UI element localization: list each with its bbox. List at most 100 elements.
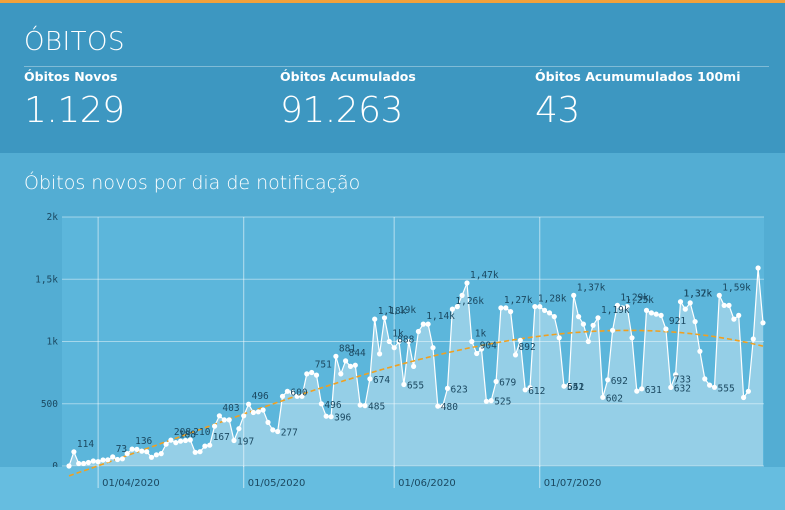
data-label: 1,37k	[684, 289, 713, 300]
data-point	[173, 440, 179, 446]
data-point	[721, 302, 727, 308]
data-point	[585, 338, 591, 345]
data-point	[512, 352, 519, 358]
data-label: 1k	[392, 329, 404, 340]
data-point	[750, 336, 756, 342]
data-point	[367, 376, 373, 382]
data-point	[372, 316, 378, 322]
data-point	[454, 304, 460, 310]
data-point	[377, 351, 383, 357]
data-point	[643, 307, 650, 313]
data-point	[396, 338, 402, 345]
data-label: 208	[174, 427, 191, 438]
data-point	[595, 315, 601, 321]
data-label: 921	[669, 316, 686, 327]
data-label: 641	[567, 382, 584, 393]
data-point	[352, 362, 358, 368]
data-label: 1,27k	[504, 295, 533, 306]
data-point	[537, 304, 543, 310]
data-point	[711, 384, 718, 390]
data-point	[255, 409, 261, 415]
data-point	[168, 437, 174, 443]
data-label: 623	[451, 384, 468, 395]
data-point	[76, 460, 82, 467]
data-point	[420, 321, 426, 327]
data-point	[610, 327, 616, 333]
data-label: 277	[281, 428, 298, 439]
plot-area	[62, 217, 764, 466]
data-label: 210	[193, 427, 210, 438]
data-point	[474, 350, 480, 357]
data-point	[634, 388, 640, 394]
kpi-label: Óbitos Acumulados	[280, 69, 416, 84]
data-label: 881	[339, 343, 356, 354]
data-point	[216, 413, 222, 419]
kpi-label: Óbitos Acumumulados 100mi	[535, 69, 741, 84]
data-point	[347, 363, 354, 369]
data-label: 1,14k	[426, 311, 455, 322]
kpi-cumulative-deaths: Óbitos Acumulados 91.263	[280, 69, 416, 131]
data-point	[425, 321, 431, 327]
data-label: 480	[441, 402, 458, 413]
data-point	[673, 372, 679, 378]
data-point	[323, 413, 329, 419]
data-label: 525	[494, 397, 511, 408]
data-label: 188	[179, 430, 196, 441]
data-point	[556, 335, 562, 341]
data-label: 114	[77, 439, 94, 450]
kpi-deaths-per-100k: Óbitos Acumumulados 100mi 43	[535, 69, 741, 131]
data-point	[328, 414, 334, 420]
data-point	[148, 454, 155, 460]
data-point	[639, 386, 645, 392]
data-point	[532, 304, 538, 310]
data-label: 1k	[475, 329, 487, 340]
data-point	[212, 423, 218, 429]
data-point	[508, 309, 514, 315]
data-point	[702, 376, 708, 382]
data-point	[119, 456, 125, 462]
data-label: 403	[222, 403, 239, 414]
data-point	[682, 306, 688, 312]
data-label: 904	[480, 341, 497, 352]
data-point	[624, 304, 630, 310]
data-point	[469, 338, 475, 345]
data-point	[110, 454, 116, 460]
x-tick-label: 01/04/2020	[102, 478, 160, 489]
data-label: 496	[252, 391, 269, 402]
data-label: 632	[674, 383, 691, 394]
data-point	[697, 348, 703, 354]
data-point	[81, 460, 87, 467]
data-point	[648, 310, 655, 316]
data-point	[85, 459, 91, 466]
data-point	[542, 307, 548, 313]
data-label: 197	[237, 437, 254, 448]
data-label: 1,19k	[601, 305, 630, 316]
data-point	[663, 326, 669, 332]
data-label: 1,18k	[378, 306, 407, 317]
data-point	[716, 292, 722, 298]
data-label: 888	[397, 335, 414, 346]
data-point	[114, 456, 121, 463]
deaths-header-panel: ÓBITOS Óbitos Novos 1.129 Óbitos Acumula…	[0, 3, 785, 153]
data-label: 167	[213, 432, 230, 443]
data-point	[600, 394, 606, 400]
data-label: 602	[606, 393, 623, 404]
data-point	[90, 458, 96, 464]
data-point	[221, 417, 227, 423]
data-point	[187, 437, 193, 443]
data-point	[668, 384, 674, 390]
daily-deaths-line-chart[interactable]: 0 500 1k 1,5k 2k 01/04/2020 01/05/2020 01/06/20…	[0, 195, 785, 510]
trend-line	[68, 329, 764, 477]
data-point	[66, 463, 72, 469]
data-point	[444, 385, 451, 391]
data-point	[745, 388, 752, 394]
data-label: 892	[519, 342, 536, 353]
data-point	[313, 372, 320, 378]
data-point	[158, 451, 164, 457]
data-point	[561, 383, 567, 389]
x-tick-label: 01/06/2020	[398, 478, 456, 489]
data-point	[309, 369, 315, 376]
x-tick-label: 01/05/2020	[248, 478, 306, 489]
data-label: 1,47k	[470, 270, 499, 281]
data-point	[605, 377, 611, 383]
